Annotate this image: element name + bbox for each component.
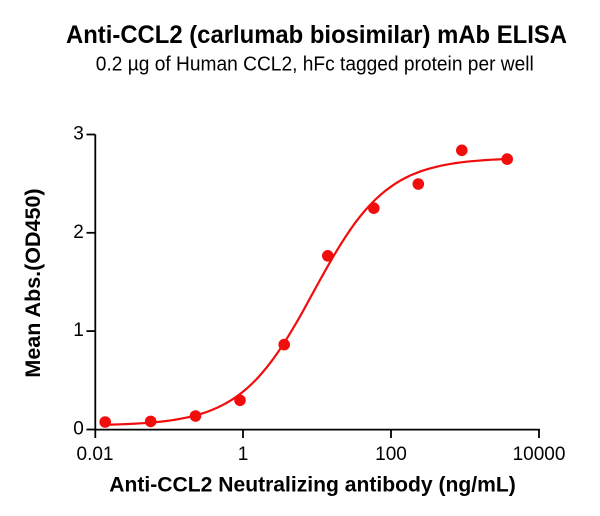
svg-text:100: 100 — [375, 444, 407, 465]
svg-text:0: 0 — [73, 419, 84, 440]
svg-text:Anti-CCL2 (carlumab biosimilar: Anti-CCL2 (carlumab biosimilar) mAb ELIS… — [66, 21, 567, 49]
svg-text:3: 3 — [73, 124, 84, 145]
svg-text:1: 1 — [238, 444, 249, 465]
svg-text:10000: 10000 — [513, 444, 566, 465]
svg-text:0.2 µg of Human CCL2, hFc tagg: 0.2 µg of Human CCL2, hFc tagged protein… — [96, 53, 534, 75]
svg-text:Mean Abs.(OD450): Mean Abs.(OD450) — [21, 188, 45, 377]
svg-text:1: 1 — [73, 320, 84, 341]
svg-text:2: 2 — [73, 222, 84, 243]
svg-text:0.01: 0.01 — [77, 444, 114, 465]
svg-text:Anti-CCL2 Neutralizing antibod: Anti-CCL2 Neutralizing antibody (ng/mL) — [109, 473, 516, 496]
